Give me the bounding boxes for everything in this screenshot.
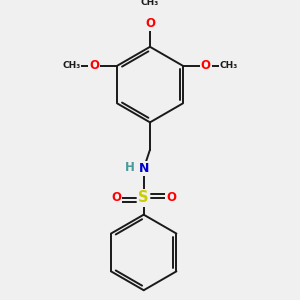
Text: N: N [139, 162, 149, 175]
Text: CH₃: CH₃ [62, 61, 80, 70]
Text: O: O [89, 59, 99, 72]
Text: H: H [125, 161, 135, 174]
Text: O: O [166, 191, 176, 204]
Text: CH₃: CH₃ [141, 0, 159, 7]
Text: O: O [201, 59, 211, 72]
Text: O: O [111, 191, 122, 204]
Text: S: S [139, 190, 149, 206]
Text: CH₃: CH₃ [220, 61, 238, 70]
Text: O: O [145, 17, 155, 30]
